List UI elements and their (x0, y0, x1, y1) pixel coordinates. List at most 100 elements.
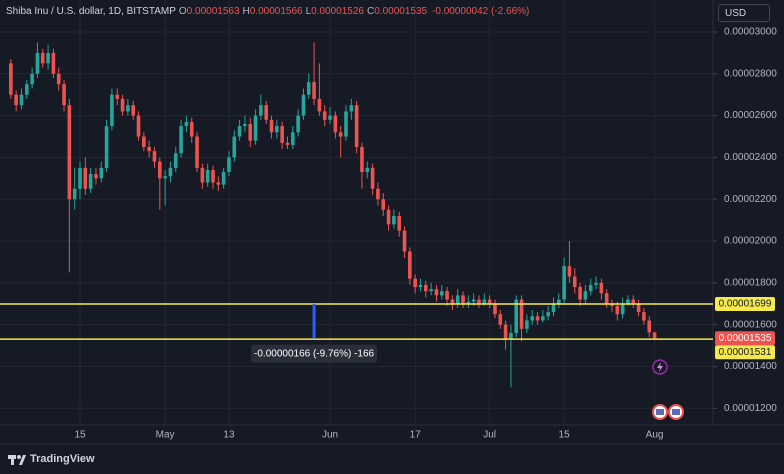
candle-body (248, 123, 253, 141)
candle-body (636, 303, 641, 313)
logo-part (11, 455, 14, 465)
candle-body (519, 299, 524, 329)
candle-body (142, 136, 146, 147)
candle-body (578, 287, 582, 300)
y-tick-label: 0.00001400 (724, 361, 777, 372)
candle-body (301, 94, 306, 116)
event-icons (652, 359, 684, 420)
candle-body (136, 115, 141, 137)
legend-value: 0.00001535 (374, 6, 428, 17)
candle-body (647, 320, 652, 333)
candle-body (588, 284, 593, 292)
price-tag (715, 345, 775, 360)
logo-part (19, 455, 26, 465)
candle-body (179, 126, 183, 154)
candle-body (88, 174, 93, 189)
candle-body (525, 320, 529, 329)
candle-body (557, 299, 561, 304)
candle-body (466, 301, 471, 304)
candle-body (424, 284, 428, 292)
candle-body (392, 215, 396, 225)
candle-body (259, 105, 263, 116)
legend-value: 0.00001566 (249, 6, 303, 17)
candle-body (163, 176, 167, 179)
candle-body (360, 146, 364, 173)
candle-body (232, 136, 237, 158)
candle-body (264, 105, 268, 120)
candle-body (328, 115, 332, 120)
candle-body (253, 115, 258, 141)
candle-body (503, 324, 508, 340)
candle-body (386, 209, 391, 225)
candle-body (152, 151, 157, 162)
candle-body (30, 73, 34, 85)
candle-body (418, 284, 423, 288)
candle-body (126, 105, 130, 112)
event-icon-glyph (672, 409, 680, 415)
x-tick-label: 15 (74, 430, 86, 441)
header: Shiba Inu / U.S. dollar, 1D, BITSTAMP O0.… (6, 6, 529, 17)
legend-key: L (305, 6, 312, 17)
y-tick-label: 0.00002200 (724, 194, 777, 205)
x-tick-label: 13 (223, 430, 235, 441)
candle-body (344, 111, 348, 137)
candle-body (487, 299, 492, 304)
candle-body (56, 73, 61, 85)
candle-body (477, 299, 481, 304)
candle-body (280, 126, 284, 143)
y-tick-label: 0.00001600 (724, 319, 777, 330)
candle-body (227, 157, 231, 173)
candle-body (189, 121, 194, 137)
last-price-tag (715, 331, 775, 346)
candle-body (439, 291, 444, 296)
candle-body (94, 174, 98, 179)
logo (8, 455, 26, 465)
candle-body (370, 167, 375, 189)
candle-body (572, 276, 577, 288)
candle-body (445, 291, 449, 300)
candle-body (306, 82, 311, 95)
change: -0.00000042 (-2.66%) (432, 6, 530, 17)
candle-body (610, 303, 614, 306)
candle-body (25, 84, 29, 95)
candle-body (78, 167, 82, 189)
candle-body (652, 332, 657, 339)
candle-body (530, 316, 534, 321)
legend-value: 0.00001526 (311, 6, 364, 17)
legend-key: H (242, 6, 250, 17)
candle-body (147, 146, 151, 152)
legend-value: 0.00001563 (186, 6, 240, 17)
candle-body (509, 333, 513, 340)
candle-body (514, 299, 519, 334)
candle-body (551, 303, 556, 313)
candle-body (110, 94, 114, 127)
last-price-label: 0.00001535 (719, 333, 772, 344)
y-tick-label: 0.00002600 (724, 110, 777, 121)
candle-body (599, 282, 604, 294)
price-tag-label: 0.00001699 (719, 299, 772, 310)
candle-body (402, 230, 407, 252)
candle-body (269, 119, 274, 133)
candle-body (62, 84, 66, 106)
candle-body (376, 188, 380, 200)
currency-button[interactable]: USD (718, 4, 770, 22)
candle-body (243, 123, 247, 127)
candle-body (615, 305, 620, 315)
candle-body (275, 126, 279, 133)
candle-body (408, 251, 412, 279)
candle-body (413, 278, 417, 288)
y-tick-label: 0.00001800 (724, 277, 777, 288)
candle-body (482, 299, 487, 304)
candle-body (450, 299, 455, 304)
candle-body (237, 126, 242, 137)
candle-body (461, 295, 465, 304)
candle-body (429, 289, 433, 292)
x-tick-label: 17 (410, 430, 422, 441)
candle-body (40, 52, 45, 64)
brand: TradingView (30, 453, 95, 465)
x-tick-label: 15 (559, 430, 571, 441)
candle-body (51, 52, 56, 74)
y-tick-label: 0.00002800 (724, 68, 777, 79)
candle-body (216, 182, 221, 185)
